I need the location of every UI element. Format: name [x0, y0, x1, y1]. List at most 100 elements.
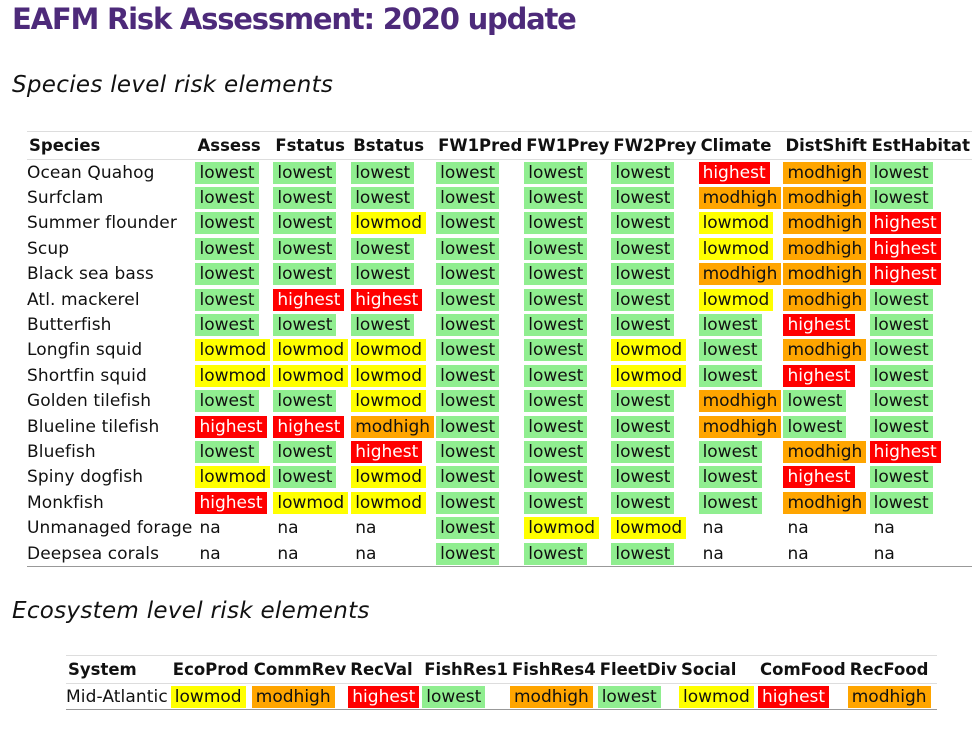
risk-badge-lowmod: lowmod	[273, 364, 349, 387]
species-risk-cell: na	[869, 540, 972, 568]
ecosystem-header-recval: RecVal	[348, 655, 423, 684]
species-risk-cell: lowest	[869, 312, 972, 337]
risk-badge-modhigh: modhigh	[783, 288, 867, 311]
species-risk-cell: modhigh	[783, 160, 869, 186]
species-risk-cell: lowest	[436, 262, 524, 287]
species-risk-table: Species Assess Fstatus Bstatus FW1Pred FW1Pre…	[27, 131, 972, 568]
table-row: Spiny dogfish lowmod lowest lowmod lowest low…	[27, 465, 972, 490]
species-section-title: Species level risk elements	[12, 72, 334, 98]
species-risk-cell: lowest	[524, 160, 611, 186]
species-header-fw1pred: FW1Pred	[436, 131, 525, 160]
species-risk-cell: lowest	[273, 312, 351, 337]
risk-badge-lowest: lowest	[524, 288, 588, 311]
risk-badge-lowest: lowest	[273, 212, 337, 235]
risk-badge-lowmod: lowmod	[611, 364, 687, 387]
table-row: Longfin squid lowmod lowmod lowmod lowest low…	[27, 338, 972, 363]
species-risk-cell: lowest	[436, 515, 524, 540]
risk-badge-modhigh: modhigh	[698, 187, 782, 210]
species-risk-cell: lowmod	[524, 515, 611, 540]
risk-badge-lowest: lowest	[351, 237, 415, 260]
risk-badge-lowest: lowest	[524, 263, 588, 286]
risk-badge-modhigh: modhigh	[698, 263, 782, 286]
ecosystem-header-ecoprod: EcoProd	[170, 655, 252, 684]
species-risk-cell: lowmod	[351, 338, 436, 363]
risk-badge-lowest: lowest	[524, 491, 588, 514]
risk-badge-na: na	[277, 518, 299, 539]
species-risk-cell: lowest	[436, 185, 524, 210]
table-row: Shortfin squid lowmod lowmod lowmod lowest lo…	[27, 363, 972, 388]
risk-badge-lowmod: lowmod	[273, 491, 349, 514]
species-risk-cell: modhigh	[783, 439, 869, 464]
species-name-cell: Atl. mackerel	[27, 289, 140, 310]
species-name-cell: Summer flounder	[27, 213, 177, 234]
species-risk-cell: na	[351, 540, 437, 568]
risk-badge-lowest: lowest	[869, 390, 933, 413]
species-risk-cell: lowest	[524, 540, 612, 568]
risk-badge-lowmod: lowmod	[195, 364, 271, 387]
risk-badge-lowest: lowest	[524, 415, 588, 438]
species-risk-cell: highest	[869, 236, 972, 261]
risk-badge-lowest: lowest	[611, 288, 675, 311]
risk-badge-lowest: lowest	[436, 390, 500, 413]
ecosystem-name-cell: Mid-Atlantic	[66, 683, 171, 711]
species-header-species: Species	[27, 131, 196, 160]
risk-badge-lowest: lowest	[436, 542, 500, 565]
risk-badge-lowest: lowest	[869, 491, 933, 514]
risk-badge-lowest: lowest	[195, 288, 259, 311]
risk-badge-lowest: lowest	[698, 339, 762, 362]
risk-badge-lowest: lowest	[869, 161, 933, 184]
risk-badge-lowest: lowest	[195, 212, 259, 235]
species-risk-cell: na	[195, 540, 274, 568]
table-row: Black sea bass lowest lowest lowest lowest lo…	[27, 262, 972, 287]
species-name-cell: Blueline tilefish	[27, 416, 160, 437]
species-risk-cell: highest	[351, 439, 436, 464]
species-table-header: Species Assess Fstatus Bstatus FW1Pred FW1Pre…	[27, 131, 972, 160]
species-risk-cell: lowest	[869, 414, 972, 439]
species-risk-cell: lowest	[273, 465, 351, 490]
species-risk-cell: highest	[783, 363, 869, 388]
risk-badge-modhigh: modhigh	[783, 187, 867, 210]
species-risk-cell: lowest	[436, 236, 524, 261]
species-risk-cell: lowest	[524, 363, 611, 388]
species-risk-cell: lowest	[524, 414, 611, 439]
risk-badge-na: na	[873, 543, 895, 564]
species-name-cell: Surfclam	[27, 188, 104, 209]
species-risk-cell: lowest	[195, 236, 273, 261]
risk-badge-lowest: lowest	[436, 440, 500, 463]
risk-badge-na: na	[277, 543, 299, 564]
risk-badge-lowest: lowest	[436, 288, 500, 311]
species-risk-cell: lowest	[273, 236, 351, 261]
risk-badge-modhigh: modhigh	[847, 685, 931, 708]
species-header-esthabitat: EstHabitat	[869, 131, 972, 160]
species-risk-cell: modhigh	[783, 262, 869, 287]
species-name-cell: Ocean Quahog	[27, 162, 155, 183]
species-risk-cell: lowest	[698, 363, 784, 388]
risk-badge-lowest: lowest	[869, 415, 933, 438]
risk-badge-lowest: lowest	[783, 390, 847, 413]
species-header-bstatus: Bstatus	[351, 131, 437, 160]
species-risk-cell: modhigh	[351, 414, 436, 439]
species-header-climate: Climate	[698, 131, 784, 160]
species-risk-cell: lowest	[524, 262, 611, 287]
species-risk-cell: lowest	[698, 338, 784, 363]
species-risk-cell: lowmod	[611, 363, 698, 388]
species-risk-cell: highest	[195, 414, 273, 439]
species-risk-cell: lowest	[611, 185, 698, 210]
species-risk-cell: lowest	[195, 211, 273, 236]
species-risk-cell: lowest	[611, 540, 699, 568]
risk-badge-highest: highest	[195, 415, 267, 438]
species-risk-cell: lowmod	[195, 363, 273, 388]
species-name-cell: Spiny dogfish	[27, 467, 144, 488]
risk-badge-modhigh: modhigh	[351, 415, 435, 438]
ecosystem-risk-table: System EcoProd CommRev RecVal FishRes1 FishRe…	[66, 655, 937, 711]
risk-badge-highest: highest	[869, 263, 941, 286]
species-risk-cell: highest	[351, 287, 436, 312]
risk-badge-lowest: lowest	[698, 491, 762, 514]
table-row: Ocean Quahog lowest lowest lowest lowest lowe…	[27, 160, 972, 186]
risk-badge-lowest: lowest	[611, 415, 675, 438]
ecosystem-risk-cell: modhigh	[509, 683, 598, 711]
risk-badge-lowest: lowest	[869, 314, 933, 337]
species-risk-cell: lowest	[869, 490, 972, 515]
species-risk-cell: highest	[869, 211, 972, 236]
species-risk-cell: lowest	[351, 160, 436, 186]
